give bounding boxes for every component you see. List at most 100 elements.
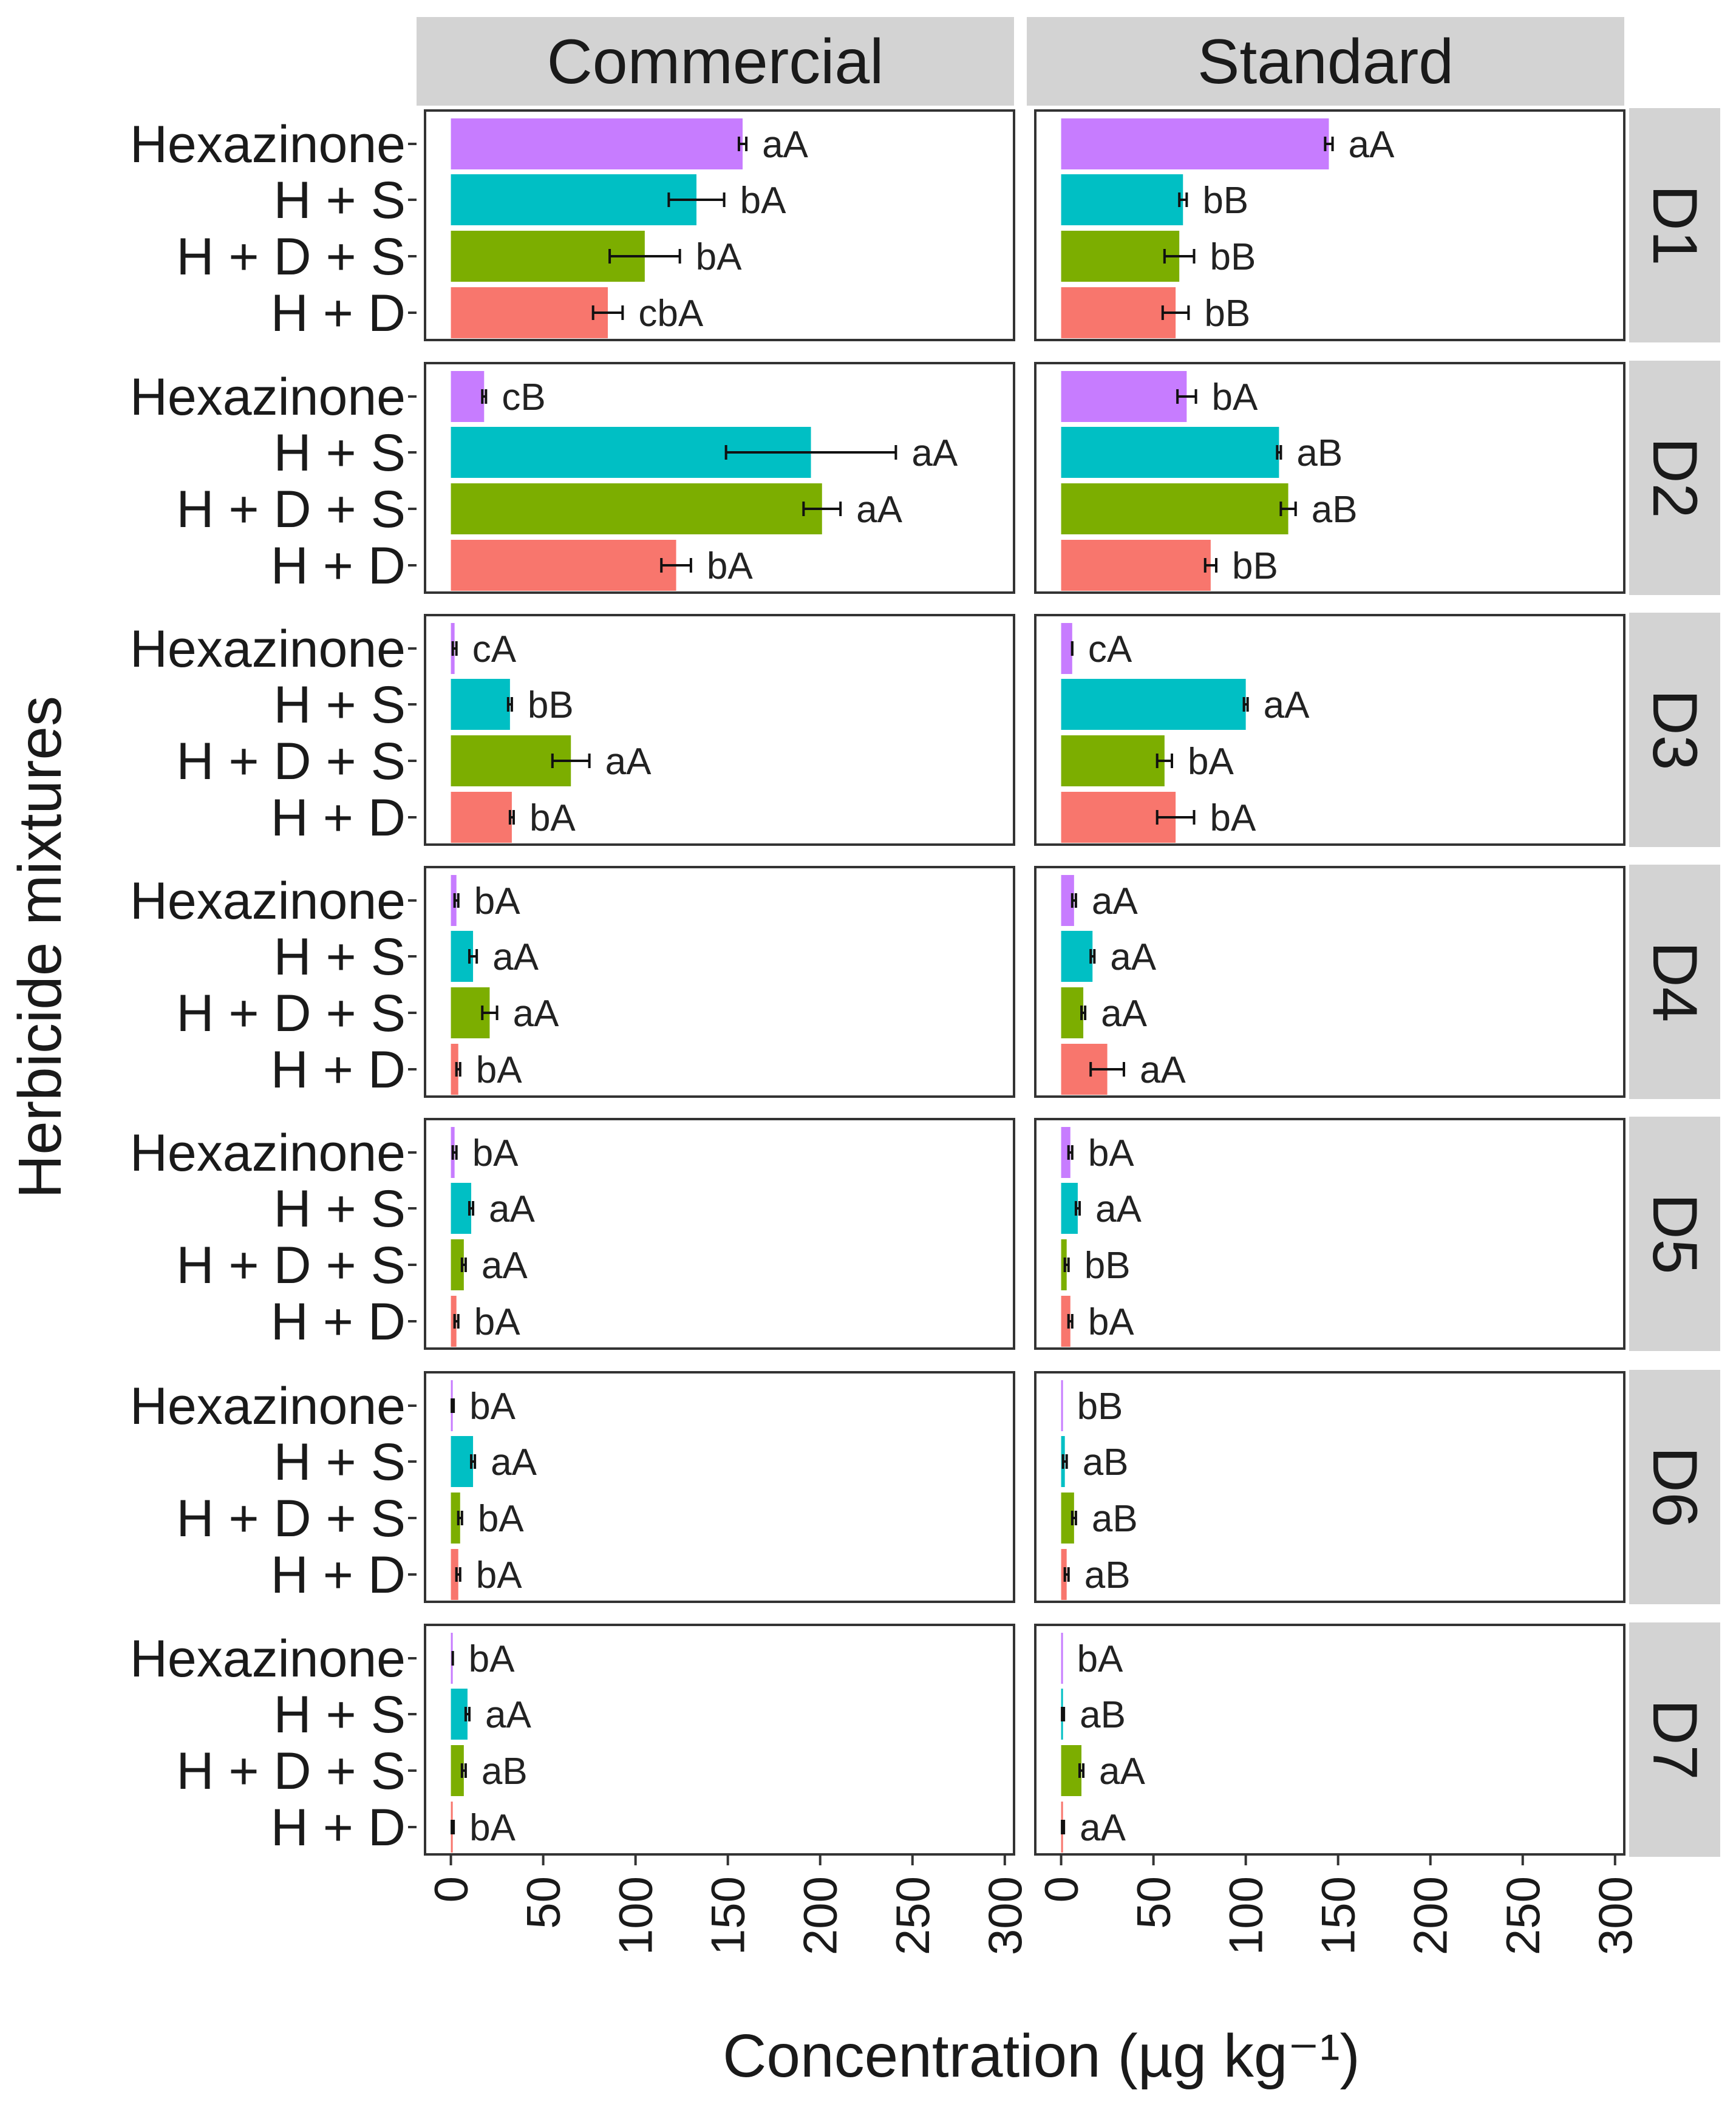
bar (1061, 174, 1183, 225)
significance-label: aA (489, 1188, 535, 1230)
bar (1061, 540, 1211, 591)
panel-d4-commercial (424, 866, 1015, 1098)
x-tick-label: 0 (1035, 1876, 1088, 1902)
bar (1061, 931, 1093, 982)
bar (451, 1239, 464, 1290)
significance-label: bB (1210, 236, 1256, 278)
significance-label: bA (469, 1638, 515, 1680)
significance-label: cA (472, 628, 517, 670)
bar (1061, 371, 1187, 422)
bar (451, 287, 608, 338)
significance-label: bB (1232, 545, 1278, 587)
significance-label: bA (529, 797, 576, 839)
bar (451, 1436, 474, 1487)
significance-label: aB (1080, 1694, 1126, 1736)
category-label: H + D + S (176, 480, 406, 539)
x-tick-label: 150 (1312, 1876, 1365, 1955)
significance-label: cbA (638, 293, 703, 335)
facet-strip-standard (1027, 17, 1624, 106)
category-label: H + S (274, 676, 406, 734)
category-label: H + S (274, 424, 406, 482)
x-tick-label: 50 (1127, 1876, 1180, 1929)
significance-label: aA (492, 936, 539, 978)
category-label: H + D + S (176, 984, 406, 1043)
significance-label: bA (1088, 1132, 1134, 1174)
significance-label: aA (491, 1442, 537, 1483)
category-label: Hexazinone (130, 368, 406, 426)
bar (451, 792, 512, 843)
bar (451, 483, 822, 534)
bar (1061, 231, 1180, 282)
significance-label: aA (513, 993, 559, 1035)
panel-d3-commercial (424, 614, 1015, 846)
significance-label: aA (1099, 1751, 1145, 1792)
bar (451, 174, 696, 225)
category-label: H + D (271, 1293, 406, 1351)
significance-label: bA (1088, 1301, 1134, 1343)
significance-label: bB (1204, 293, 1250, 335)
x-tick-label: 250 (886, 1876, 939, 1955)
significance-label: aA (856, 489, 902, 531)
significance-label: bB (528, 684, 574, 726)
significance-label: aA (1101, 993, 1147, 1035)
bar (1061, 287, 1176, 338)
category-label: H + D + S (176, 1489, 406, 1548)
facet-strip-d5 (1629, 1117, 1720, 1351)
bar (1061, 1493, 1074, 1544)
significance-label: aA (1092, 880, 1138, 922)
bar (1061, 679, 1246, 730)
x-tick-label: 100 (1219, 1876, 1273, 1955)
x-tick-label: 150 (701, 1876, 755, 1955)
x-tick-label: 0 (424, 1876, 478, 1902)
bar (451, 118, 743, 169)
category-label: Hexazinone (130, 872, 406, 930)
significance-label: aA (1110, 936, 1156, 978)
x-tick-label: 300 (978, 1876, 1032, 1955)
bar (451, 679, 510, 730)
significance-label: bA (696, 236, 742, 278)
significance-label: bA (1077, 1638, 1123, 1680)
bar (451, 735, 571, 786)
panel-d7-standard (1034, 1624, 1625, 1856)
bar (1061, 987, 1084, 1038)
category-label: H + S (274, 928, 406, 986)
x-tick-label: 250 (1496, 1876, 1550, 1955)
x-tick-label: 300 (1588, 1876, 1642, 1955)
significance-label: aB (1312, 489, 1358, 531)
facet-strip-d3 (1629, 613, 1720, 847)
significance-label: bA (1212, 376, 1258, 418)
category-label: H + D (271, 1041, 406, 1099)
bar (1061, 1745, 1082, 1796)
bar (451, 371, 485, 422)
facet-strip-d6 (1629, 1370, 1720, 1604)
bar (1061, 623, 1072, 674)
category-label: H + D (271, 284, 406, 342)
category-label: H + D (271, 789, 406, 847)
category-label: H + D + S (176, 1236, 406, 1295)
category-label: H + D + S (176, 732, 406, 791)
facet-title-d6: D6 (1639, 1447, 1710, 1528)
bar (451, 1183, 472, 1234)
facet-title-d5: D5 (1639, 1194, 1710, 1275)
bar (1061, 483, 1288, 534)
facet-strip-d2 (1629, 361, 1720, 595)
panel-d4-standard (1034, 866, 1625, 1098)
facet-strip-d1 (1629, 108, 1720, 342)
significance-label: cA (1088, 628, 1132, 670)
bar (451, 1493, 460, 1544)
panel-d6-commercial (424, 1371, 1015, 1603)
facet-title-standard: Standard (1197, 27, 1454, 97)
significance-label: aA (911, 432, 958, 474)
category-label: Hexazinone (130, 620, 406, 678)
significance-label: cB (502, 376, 545, 418)
significance-label: aB (1092, 1498, 1138, 1540)
significance-label: bA (476, 1049, 522, 1091)
category-label: Hexazinone (130, 1377, 406, 1435)
significance-label: aB (1083, 1442, 1129, 1483)
category-label: H + D (271, 537, 406, 595)
facet-strip-commercial (417, 17, 1014, 106)
bar (451, 1044, 458, 1095)
bar (451, 540, 676, 591)
significance-label: bA (474, 1301, 520, 1343)
significance-label: bA (469, 1807, 516, 1849)
